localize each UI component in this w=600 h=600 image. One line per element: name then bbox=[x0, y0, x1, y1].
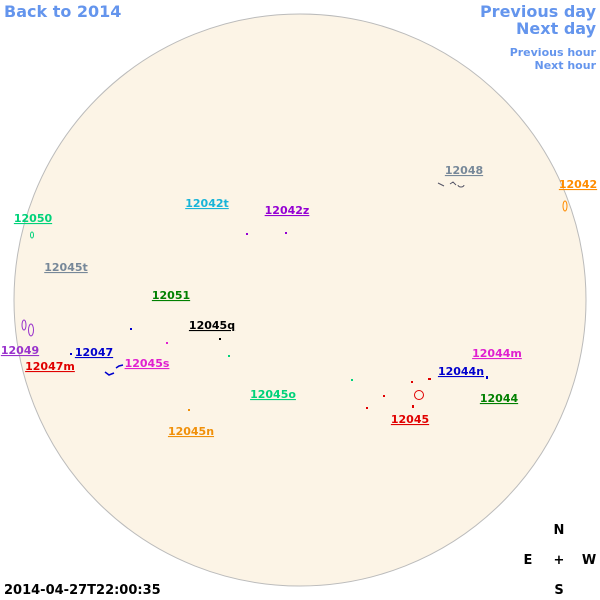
region-label[interactable]: 12042z bbox=[265, 204, 310, 217]
previous-hour-link[interactable]: Previous hour bbox=[510, 46, 597, 59]
region-label[interactable]: 12042t bbox=[185, 197, 229, 210]
region-label[interactable]: 12045o bbox=[250, 388, 296, 401]
timestamp: 2014-04-27T22:00:35 bbox=[4, 583, 161, 598]
compass-south: S bbox=[554, 583, 563, 598]
region-label[interactable]: 12045t bbox=[44, 261, 88, 274]
spot bbox=[188, 409, 190, 411]
solar-disk bbox=[13, 13, 587, 587]
region-label[interactable]: 12050 bbox=[14, 212, 53, 225]
region-label[interactable]: 12047 bbox=[75, 346, 113, 359]
spot bbox=[166, 342, 168, 344]
region-label[interactable]: 12042 bbox=[559, 178, 597, 191]
spot bbox=[437, 181, 465, 188]
spot bbox=[351, 379, 353, 381]
spot bbox=[219, 338, 221, 340]
next-hour-link[interactable]: Next hour bbox=[535, 59, 597, 72]
spot bbox=[246, 233, 248, 235]
compass-center: + bbox=[554, 553, 565, 568]
region-label[interactable]: 12044n bbox=[438, 365, 484, 378]
region-label[interactable]: 12045q bbox=[189, 319, 235, 332]
spot bbox=[562, 200, 568, 212]
next-day-link[interactable]: Next day bbox=[516, 19, 597, 38]
spot bbox=[383, 395, 385, 397]
spot bbox=[366, 407, 368, 409]
spot bbox=[412, 405, 414, 408]
compass-east: E bbox=[524, 553, 533, 568]
spot bbox=[104, 364, 124, 376]
region-label[interactable]: 12051 bbox=[152, 289, 190, 302]
spot bbox=[70, 353, 72, 355]
region-label[interactable]: 12045n bbox=[168, 425, 214, 438]
spot bbox=[28, 323, 34, 337]
region-label[interactable]: 12044m bbox=[472, 347, 522, 360]
sunspots bbox=[21, 181, 568, 411]
previous-day-link[interactable]: Previous day bbox=[480, 2, 597, 21]
spot bbox=[228, 355, 230, 357]
spot bbox=[285, 232, 287, 234]
region-label[interactable]: 12049 bbox=[1, 344, 39, 357]
back-link[interactable]: Back to 2014 bbox=[4, 2, 121, 21]
compass-west: W bbox=[582, 553, 596, 568]
region-label[interactable]: 12047m bbox=[25, 360, 75, 373]
region-label[interactable]: 12045 bbox=[391, 413, 429, 426]
spot bbox=[30, 231, 34, 239]
region-label[interactable]: 12045s bbox=[125, 357, 170, 370]
region-label[interactable]: 12048 bbox=[445, 164, 483, 177]
region-label[interactable]: 12044 bbox=[480, 392, 519, 405]
spot bbox=[414, 390, 424, 400]
spot bbox=[21, 319, 27, 331]
spot bbox=[428, 378, 431, 380]
spot bbox=[130, 328, 132, 330]
spot bbox=[486, 376, 488, 379]
compass-north: N bbox=[554, 523, 565, 538]
spot bbox=[411, 381, 413, 383]
